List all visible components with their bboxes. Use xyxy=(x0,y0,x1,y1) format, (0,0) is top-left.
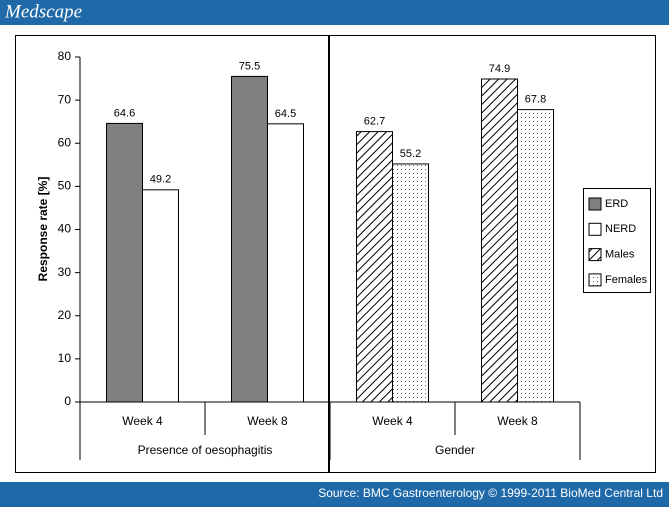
bar xyxy=(356,131,393,403)
legend-label: Females xyxy=(605,274,648,286)
bar xyxy=(106,122,143,403)
value-label: 75.5 xyxy=(239,60,260,72)
y-axis-label: Response rate [%] xyxy=(36,177,50,282)
x-tick-label: Week 4 xyxy=(372,414,413,428)
bar xyxy=(517,109,554,403)
group-label: Presence of oesophagitis xyxy=(138,443,273,457)
y-tick-label: 70 xyxy=(58,92,72,106)
bar xyxy=(231,75,268,403)
bar xyxy=(481,78,518,403)
bar xyxy=(142,189,179,403)
logo: Medscape xyxy=(4,1,82,22)
legend-swatch xyxy=(588,197,602,211)
y-tick-label: 60 xyxy=(58,135,72,149)
value-label: 67.8 xyxy=(525,94,546,106)
legend-label: Males xyxy=(605,249,635,261)
x-tick-label: Week 8 xyxy=(497,414,538,428)
y-tick-label: 0 xyxy=(64,394,71,408)
x-tick-label: Week 4 xyxy=(122,414,163,428)
x-tick-label: Week 8 xyxy=(247,414,288,428)
legend-label: NERD xyxy=(605,223,636,235)
source-note: Source: BMC Gastroenterology © 1999-2011… xyxy=(318,486,663,500)
y-tick-label: 20 xyxy=(58,308,72,322)
value-label: 64.6 xyxy=(114,107,135,119)
legend-swatch xyxy=(588,222,602,236)
header-bar xyxy=(0,0,669,25)
y-tick-label: 10 xyxy=(58,351,72,365)
y-tick-label: 50 xyxy=(58,179,72,193)
y-tick-label: 40 xyxy=(58,222,72,236)
bar xyxy=(392,163,429,403)
value-label: 55.2 xyxy=(400,148,421,160)
value-label: 62.7 xyxy=(364,116,385,128)
legend-swatch xyxy=(588,248,602,262)
y-tick-label: 80 xyxy=(58,49,72,63)
footer-bar xyxy=(0,482,669,507)
group-label: Gender xyxy=(435,443,475,457)
legend-label: ERD xyxy=(605,198,628,210)
bar xyxy=(267,123,304,403)
value-label: 49.2 xyxy=(150,174,171,186)
value-label: 74.9 xyxy=(489,63,510,75)
value-label: 64.5 xyxy=(275,108,296,120)
y-tick-label: 30 xyxy=(58,265,72,279)
legend-swatch xyxy=(588,273,602,287)
